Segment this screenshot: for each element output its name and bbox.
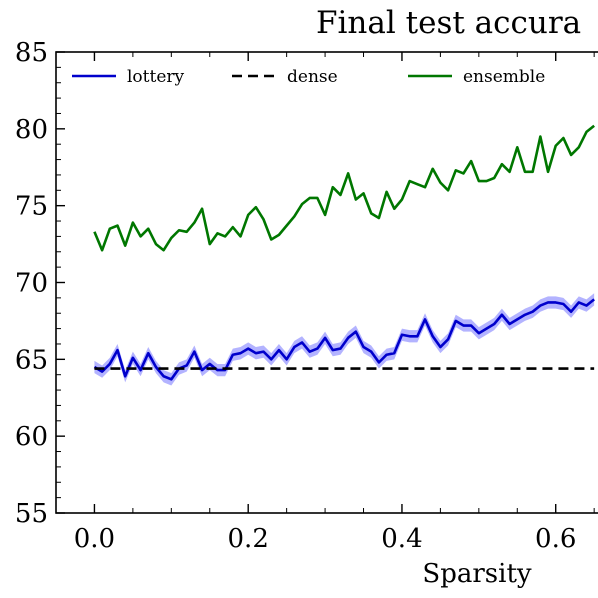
x-axis-label: Sparsity [422, 559, 531, 589]
plot-frame [55, 51, 598, 514]
x-tick-label: 0.6 [535, 524, 576, 554]
axis-ticks [55, 51, 595, 514]
y-tick-label: 55 [15, 499, 48, 529]
legend-label-dense: dense [287, 67, 338, 87]
legend-label-ensemble: ensemble [463, 67, 545, 87]
y-tick-label: 80 [15, 115, 48, 145]
series-line-lottery [93, 298, 595, 381]
y-tick-label: 85 [15, 38, 48, 68]
series-lines [93, 124, 595, 381]
x-tick-label: 0.0 [74, 524, 115, 554]
legend-label-lottery: lottery [127, 67, 185, 87]
x-tick-label: 0.2 [228, 524, 269, 554]
confidence-bands [94, 293, 595, 386]
y-tick-label: 70 [15, 269, 48, 299]
axes-frame [55, 51, 598, 514]
y-tick-label: 65 [15, 345, 48, 375]
y-tick-label: 75 [15, 192, 48, 222]
chart-title: Final test accura [316, 5, 581, 41]
y-tick-label: 60 [15, 422, 48, 452]
series-band-lottery [94, 293, 595, 386]
series-line-ensemble [93, 124, 595, 252]
x-tick-label: 0.4 [381, 524, 422, 554]
tick-labels: 55 60 65 70 75 80 85 0.0 0.2 0.4 0.6 [15, 38, 576, 554]
legend: lottery dense ensemble [72, 67, 545, 87]
